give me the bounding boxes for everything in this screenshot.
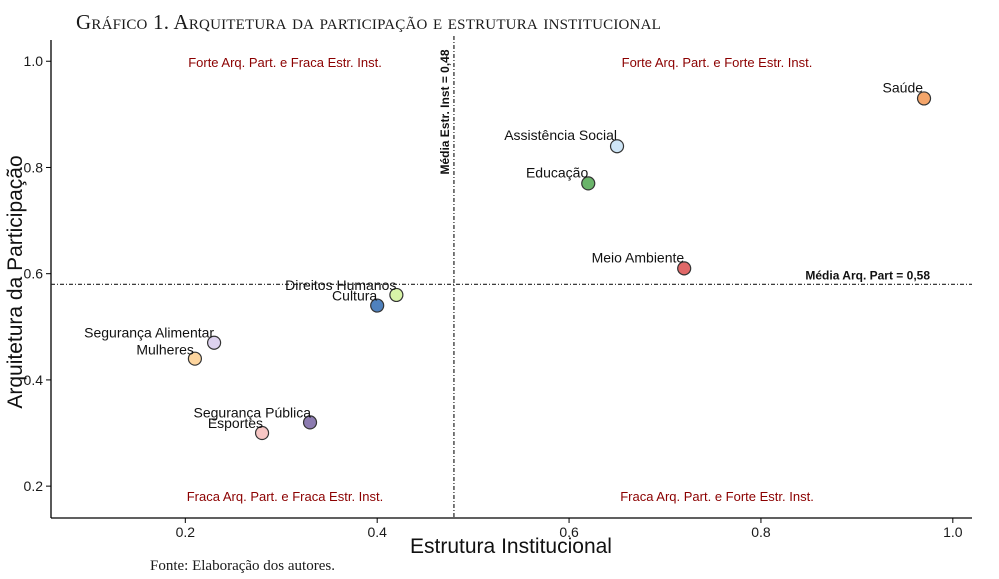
y-tick-label: 0.6 [24,266,44,282]
chart-title: Gráfico 1. Arquitetura da participação e… [76,10,661,34]
x-tick-label: 0.2 [176,524,196,540]
point-label-mulheres: Mulheres [136,342,194,358]
quadrant-label-bottom-right: Fraca Arq. Part. e Forte Estr. Inst. [620,489,814,504]
y-axis-title: Arquitetura da Participação [4,155,27,408]
point-cultura [370,298,385,313]
point-direitos-humanos [389,287,404,303]
x-tick-label: 0.8 [751,524,771,540]
y-tick-label: 0.2 [24,478,44,494]
axes [50,40,972,519]
x-axis-title: Estrutura Institucional [410,535,612,558]
point-label-assistencia-social: Assistência Social [504,127,617,143]
point-label-cultura: Cultura [332,288,377,304]
data-points: Saúde Assistência Social Educação Meio Ambi… [84,79,932,441]
point-saude [916,91,932,106]
point-label-seguranca-alimentar: Segurança Alimentar [84,325,214,341]
point-esportes [254,425,270,441]
point-assistencia-social [609,139,625,154]
y-tick-label: 0.4 [24,372,44,388]
point-meio-ambiente [677,261,692,276]
point-mulheres [187,351,203,366]
quadrant-label-top-right: Forte Arq. Part. e Forte Estr. Inst. [622,55,813,70]
point-educacao [581,176,596,191]
y-tick-label: 1.0 [24,53,44,69]
vertical-mean-label: Média Estr. Inst = 0,48 [438,49,452,174]
point-seguranca-publica [302,415,318,430]
point-label-educacao: Educação [526,164,588,180]
source-note: Fonte: Elaboração dos autores. [150,558,335,574]
point-label-direitos-humanos: Direitos Humanos [285,277,396,293]
reference-lines: Média Estr. Inst = 0,48 Média Arq. Part =… [51,36,972,518]
x-tick-label: 0.4 [367,524,387,540]
ticks: 0.2 0.4 0.6 0.8 1.0 0.2 0.4 0.6 0.8 1.0 [24,53,963,540]
point-label-meio-ambiente: Meio Ambiente [592,249,685,265]
point-label-saude: Saúde [883,79,924,95]
x-tick-label: 1.0 [943,524,963,540]
point-label-esportes: Esportes [208,415,263,431]
point-seguranca-alimentar [206,335,222,350]
quadrant-label-bottom-left: Fraca Arq. Part. e Fraca Estr. Inst. [187,489,384,504]
quadrant-labels: Forte Arq. Part. e Fraca Estr. Inst. Fort… [187,55,814,504]
point-label-seguranca-publica: Segurança Pública [194,404,312,420]
quadrant-label-top-left: Forte Arq. Part. e Fraca Estr. Inst. [188,55,382,70]
x-tick-label: 0.6 [559,524,579,540]
horizontal-mean-label: Média Arq. Part = 0,58 [805,268,930,282]
y-tick-label: 0.8 [24,159,44,175]
